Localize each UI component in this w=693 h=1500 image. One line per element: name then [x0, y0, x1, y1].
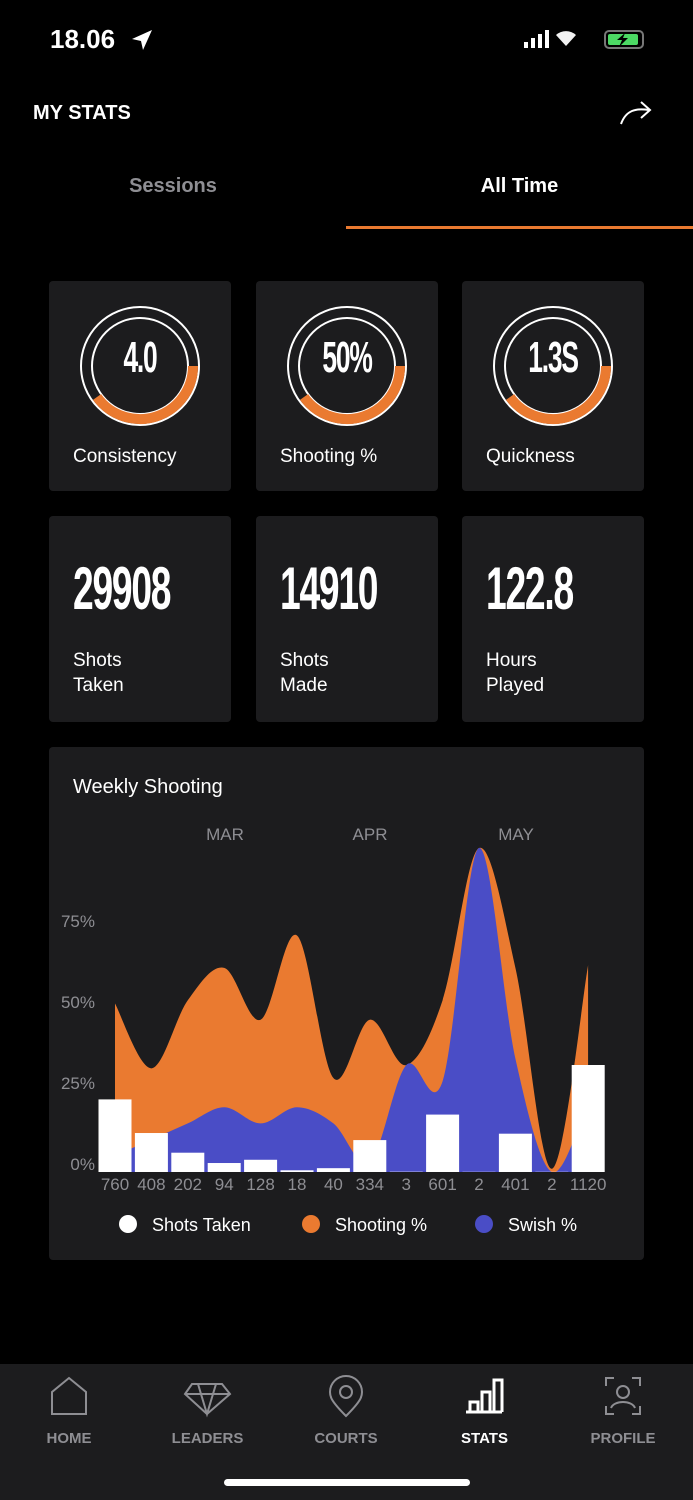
bar-label: 2	[474, 1175, 483, 1194]
bar-label: 408	[137, 1175, 165, 1194]
ring-value: 1.3S	[528, 333, 579, 382]
ring-label: Quickness	[486, 446, 575, 467]
bar-label: 128	[246, 1175, 274, 1194]
y-tick-label: 75%	[61, 912, 95, 931]
bar	[280, 1170, 314, 1172]
chart-card: Weekly Shooting MAR APR MAY 0% 25% 50% 75% 760 40…	[49, 747, 644, 1260]
ring-card: 4.0 Consistency	[49, 281, 231, 491]
ring	[493, 306, 613, 426]
ring-value: 4.0	[123, 333, 157, 382]
legend-swatch	[302, 1215, 320, 1233]
stat-card: 122.8 Hours Played	[462, 516, 644, 722]
bar	[426, 1114, 460, 1172]
bar-label: 94	[215, 1175, 234, 1194]
ring-card: 50% Shooting %	[256, 281, 438, 491]
stat-value: 122.8	[486, 555, 574, 622]
legend-swatch	[475, 1215, 493, 1233]
share-button[interactable]	[618, 98, 654, 128]
nav-item[interactable]: STATS	[461, 1430, 508, 1447]
legend-swatch	[119, 1215, 137, 1233]
bar	[207, 1163, 241, 1172]
tab-indicator	[346, 226, 693, 229]
ring-value: 50%	[322, 333, 372, 382]
y-tick-label: 0%	[70, 1155, 95, 1174]
stat-label: Shots Taken	[73, 650, 124, 696]
nav-item[interactable]: HOME	[46, 1430, 92, 1447]
bar-label: 2	[547, 1175, 556, 1194]
stat-card: 29908 Shots Taken	[49, 516, 231, 722]
bar-label: 202	[174, 1175, 202, 1194]
month-label: MAY	[498, 825, 534, 844]
chart: Weekly Shooting MAR APR MAY 0% 25% 50% 75% 760 40…	[61, 776, 607, 1235]
y-tick-label: 50%	[61, 993, 95, 1012]
nav-item[interactable]: LEADERS	[171, 1430, 244, 1447]
bar	[134, 1133, 168, 1172]
ring	[80, 306, 200, 426]
month-label: APR	[353, 825, 388, 844]
chart-title: Weekly Shooting	[73, 776, 223, 798]
stat-label: Hours Played	[486, 650, 545, 696]
bar-label: 334	[356, 1175, 384, 1194]
status-time: 18.06	[50, 24, 116, 54]
bar	[244, 1159, 278, 1172]
legend-label: Swish %	[508, 1215, 577, 1235]
status-icons	[524, 30, 644, 49]
bar-label: 40	[324, 1175, 343, 1194]
ring-card: 1.3S Quickness	[462, 281, 644, 491]
bar	[316, 1168, 350, 1172]
bar-label: 601	[428, 1175, 456, 1194]
area	[115, 847, 589, 1172]
bar	[98, 1099, 132, 1172]
stat-card: 14910 Shots Made	[256, 516, 438, 722]
stat-value: 14910	[280, 555, 378, 622]
tab[interactable]: Sessions	[129, 175, 217, 197]
stat-value: 29908	[73, 555, 171, 622]
bar-label: 401	[501, 1175, 529, 1194]
nav-item[interactable]: COURTS	[314, 1430, 378, 1447]
ring-label: Consistency	[73, 446, 177, 467]
month-label: MAR	[206, 825, 244, 844]
home-indicator	[224, 1479, 470, 1486]
ring	[287, 306, 407, 426]
nav-item[interactable]: PROFILE	[590, 1430, 656, 1447]
bar-label: 760	[101, 1175, 129, 1194]
stat-label: Shots Made	[280, 650, 329, 696]
tab-active[interactable]: All Time	[480, 175, 559, 197]
bar-label: 18	[288, 1175, 307, 1194]
legend-label: Shots Taken	[152, 1215, 251, 1235]
bar	[498, 1133, 532, 1172]
location-icon	[132, 30, 152, 50]
bar	[571, 1065, 605, 1172]
y-tick-label: 25%	[61, 1074, 95, 1093]
nav-icons	[51, 1375, 641, 1418]
bar	[353, 1140, 387, 1172]
ring-label: Shooting %	[280, 446, 378, 467]
bar	[171, 1152, 205, 1172]
legend-label: Shooting %	[335, 1215, 427, 1235]
header-title: MY STATS	[33, 102, 131, 124]
bar-label: 3	[401, 1175, 410, 1194]
bar-label: 1120	[570, 1175, 607, 1194]
